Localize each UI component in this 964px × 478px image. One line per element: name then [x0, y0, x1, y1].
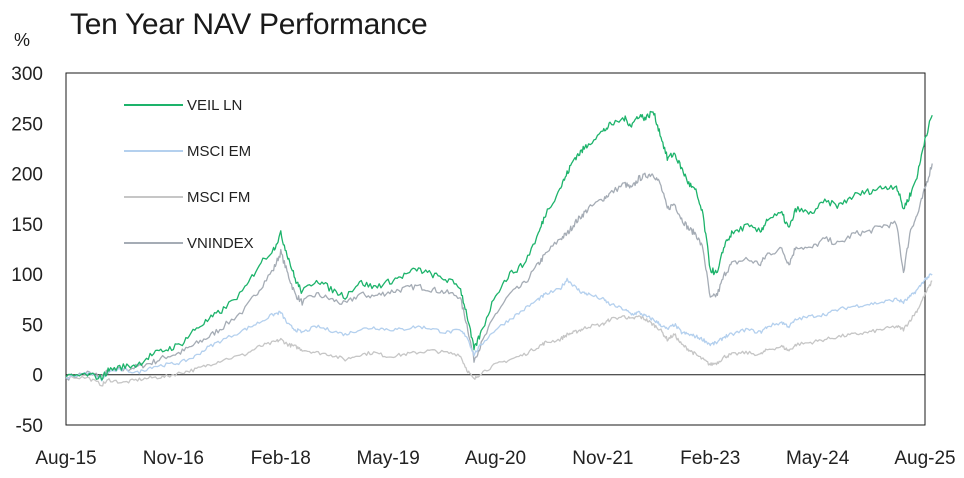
x-tick-label: Aug-25: [894, 448, 955, 469]
series-line-veil-ln: [65, 110, 933, 381]
series-line-msci-em: [65, 273, 933, 382]
legend: VEIL LN MSCI EM MSCI FM VNINDEX: [124, 97, 254, 252]
y-tick-label: 150: [11, 215, 43, 236]
y-tick-label: 300: [11, 64, 43, 85]
x-tick-label: Feb-23: [680, 448, 740, 469]
y-axis-unit-label: %: [14, 30, 31, 50]
x-tick-label: Feb-18: [251, 448, 311, 469]
legend-label-msci-em: MSCI EM: [187, 143, 251, 160]
series-line-vnindex: [65, 163, 933, 381]
y-tick-label: -50: [16, 416, 43, 437]
y-tick-label: 100: [11, 265, 43, 286]
y-tick-label: 250: [11, 114, 43, 135]
x-axis-ticks: Aug-15 Nov-16 Feb-18 May-19 Aug-20 Nov-21 Feb-…: [35, 448, 955, 469]
y-tick-label: 0: [32, 366, 43, 387]
x-tick-label: May-24: [786, 448, 850, 469]
y-axis-ticks: 300 250 200 150 100 50 0 -50: [11, 64, 43, 437]
series-line-msci-fm: [65, 280, 933, 387]
legend-label-msci-fm: MSCI FM: [187, 189, 250, 206]
x-tick-label: May-19: [356, 448, 419, 469]
x-tick-label: Nov-21: [572, 448, 633, 469]
legend-label-veil-ln: VEIL LN: [187, 97, 242, 114]
x-tick-label: Aug-20: [465, 448, 526, 469]
x-tick-label: Aug-15: [35, 448, 96, 469]
chart-title: Ten Year NAV Performance: [70, 8, 428, 41]
legend-label-vnindex: VNINDEX: [187, 235, 254, 252]
y-tick-label: 50: [22, 315, 43, 336]
plot-area-frame: [65, 72, 926, 426]
series-lines: [65, 110, 933, 387]
x-tick-label: Nov-16: [143, 448, 204, 469]
y-tick-label: 200: [11, 165, 43, 186]
